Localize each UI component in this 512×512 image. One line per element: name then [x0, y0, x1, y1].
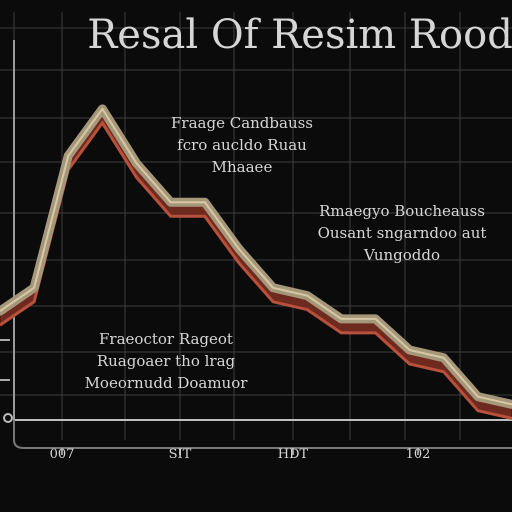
x-tick-label: 102	[406, 447, 431, 462]
annotation-text: Ousant sngarndoo aut	[318, 224, 487, 242]
annotation-text: Fraeoctor Rageot	[99, 330, 233, 348]
series-line-lower-edge	[0, 120, 512, 420]
annotation-text: fcro aucldo Ruau	[177, 136, 307, 154]
annotation-text: Vungoddo	[363, 246, 440, 264]
chart-title: Resal Of Resim Rood	[87, 12, 512, 58]
annotation-text: Rmaegyo Boucheauss	[319, 202, 485, 220]
x-tick-label: SIT	[169, 447, 192, 462]
axis-baseline	[13, 420, 512, 449]
annotation-text: Ruagoaer tho lrag	[97, 352, 236, 370]
annotation-text: Mhaaee	[212, 158, 273, 176]
x-tick-label: 007	[50, 447, 75, 462]
annotation-text: Fraage Candbauss	[171, 114, 313, 132]
series-line-highlight	[0, 107, 512, 406]
axis-origin-marker	[3, 413, 13, 423]
x-tick-label: HDT	[278, 447, 309, 462]
annotation-text: Moeornudd Doamuor	[85, 374, 249, 392]
